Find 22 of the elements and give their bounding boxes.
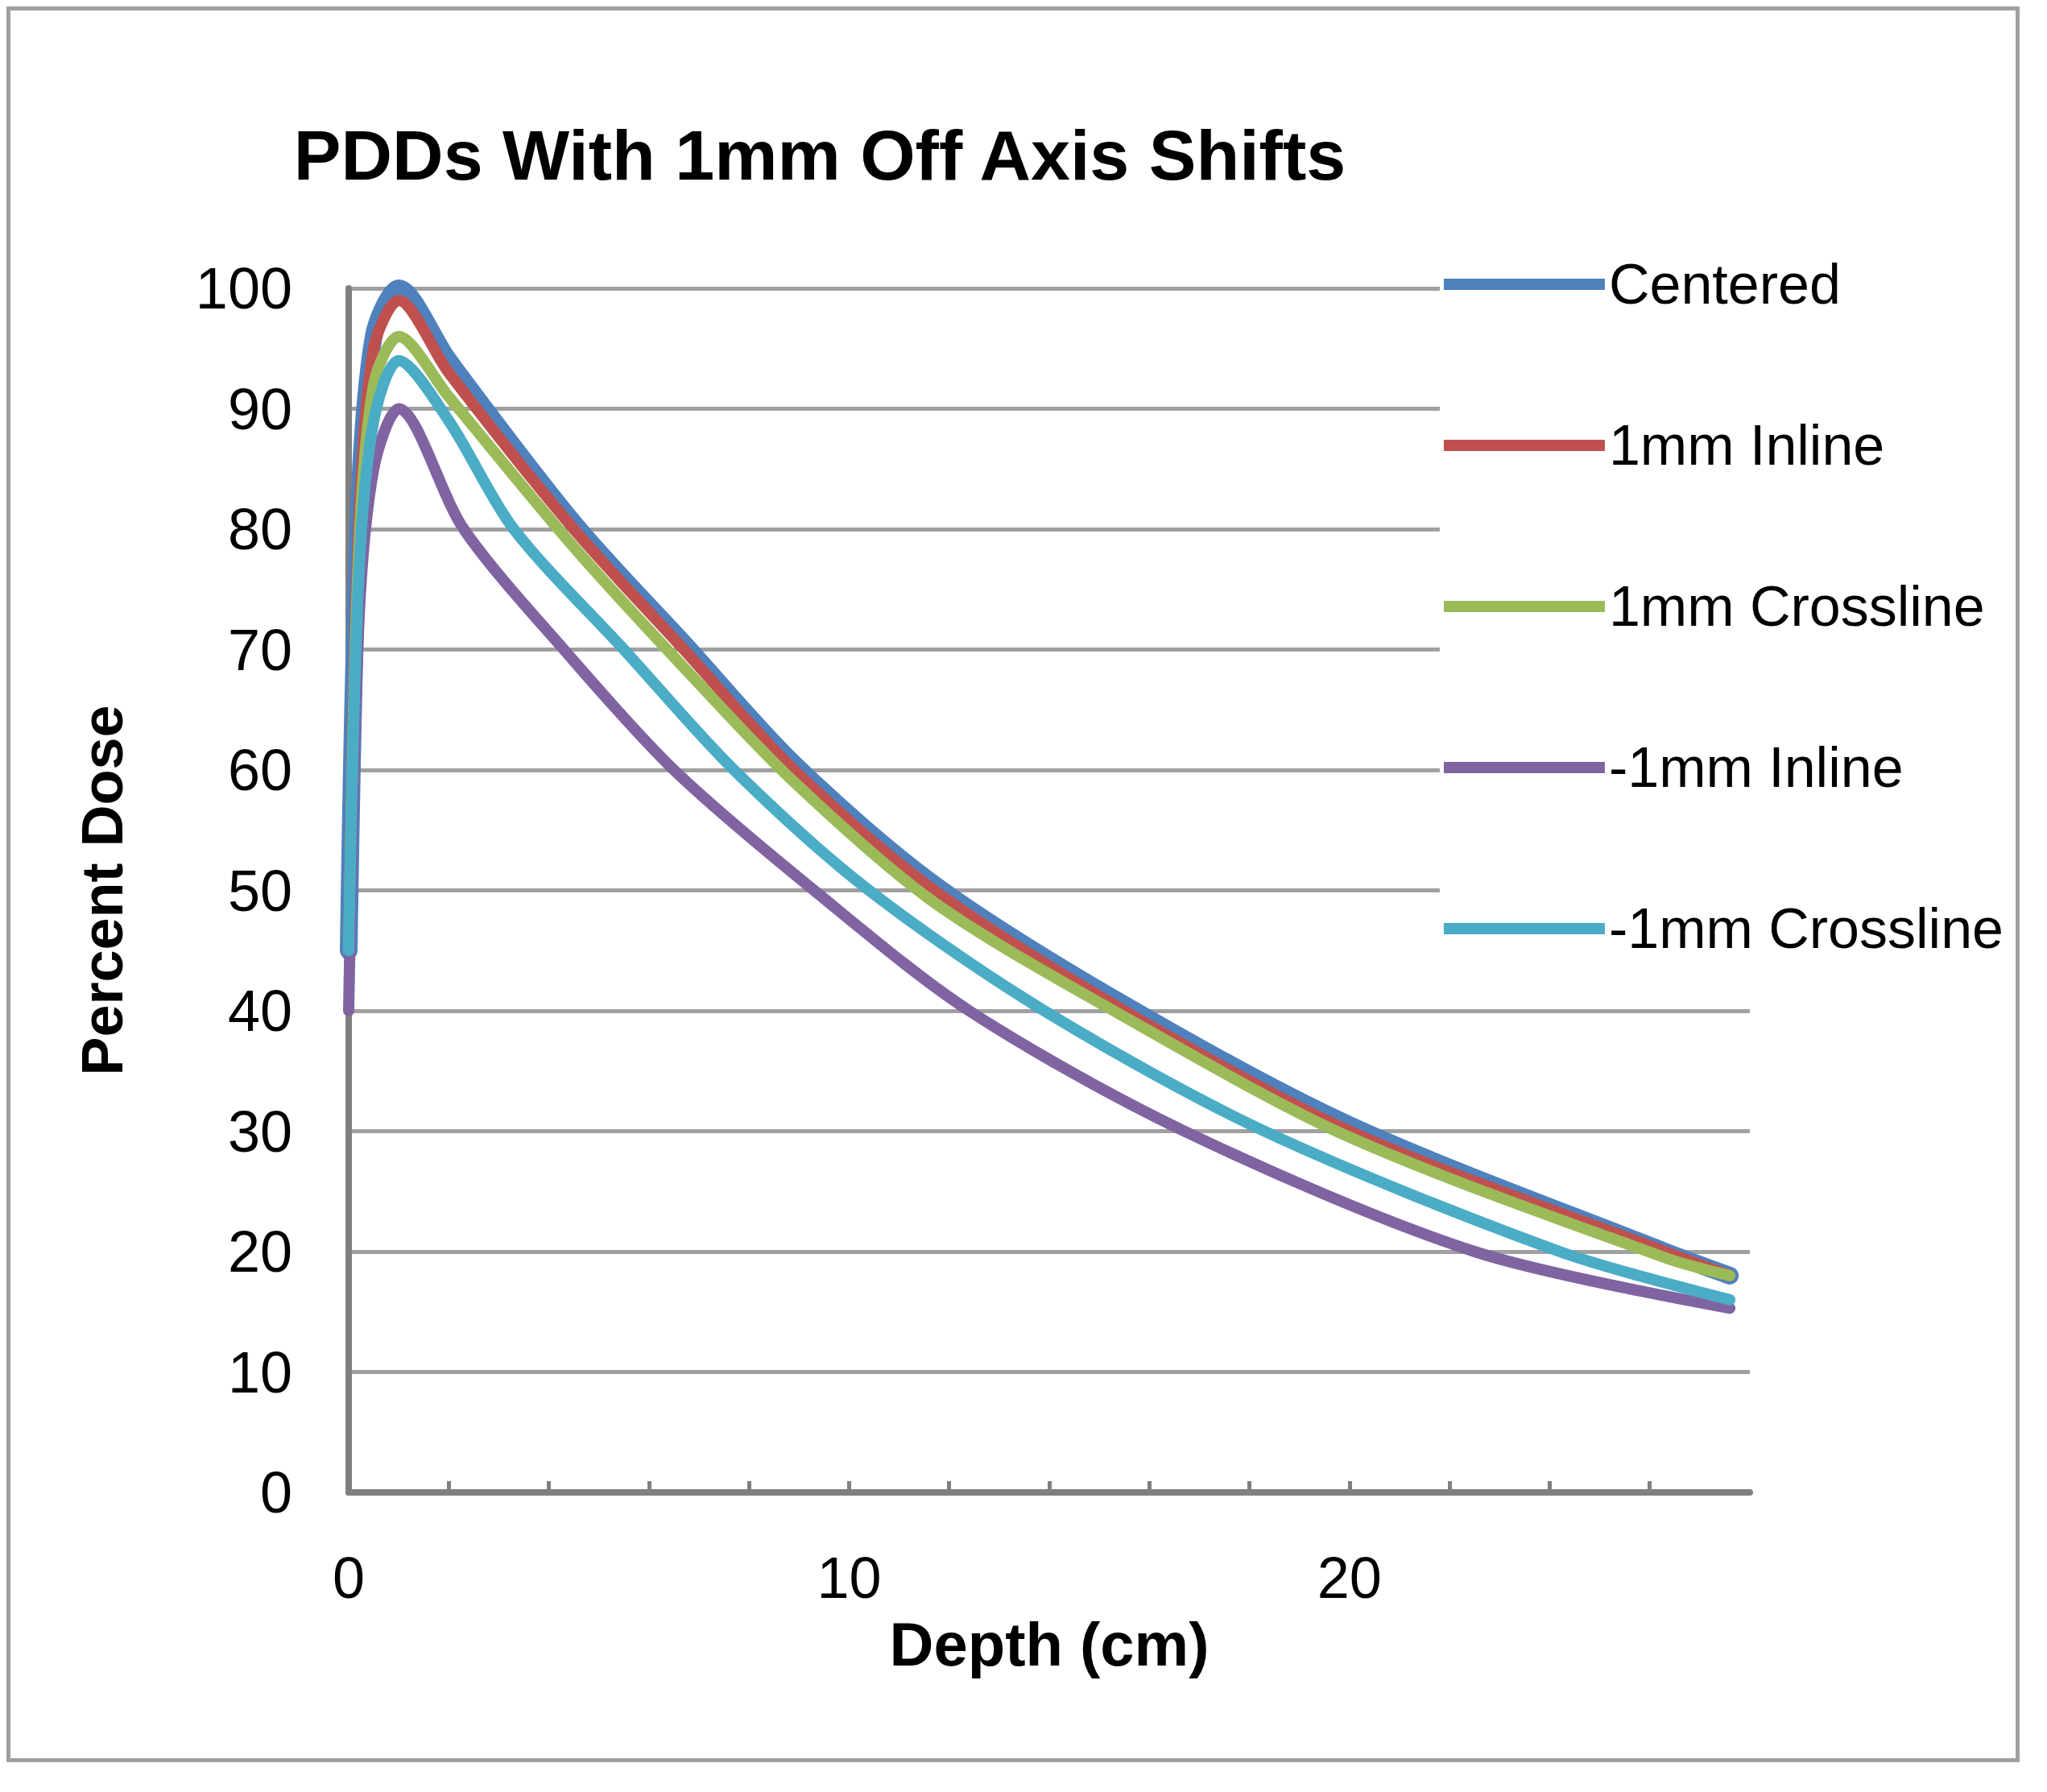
y-tick-label: 10 [227,1339,292,1405]
y-axis-title: Percent Dose [70,705,134,1076]
y-tick-label: 30 [227,1099,292,1164]
y-tick-label: 90 [227,376,292,441]
x-tick-label: 10 [817,1546,882,1610]
x-tick-label: 20 [1317,1546,1382,1610]
legend-label: -1mm Inline [1608,736,1904,799]
legend-label: Centered [1608,253,1841,316]
y-tick-label: 40 [227,979,292,1043]
chart-title: PDDs With 1mm Off Axis Shifts [293,114,1346,195]
y-tick-label: 80 [227,497,292,561]
x-axis-title: Depth (cm) [889,1609,1210,1678]
y-tick-label: 20 [227,1219,292,1284]
y-tick-label: 60 [227,738,292,802]
y-tick-label: 50 [227,858,292,923]
y-tick-label: 100 [195,256,292,321]
y-tick-label: 70 [227,617,292,682]
x-tick-label: 0 [332,1546,366,1610]
legend-label: 1mm Crossline [1608,575,1985,638]
legend-label: 1mm Inline [1608,414,1885,477]
y-tick-label: 0 [259,1460,292,1525]
legend-label: -1mm Crossline [1608,897,2004,960]
